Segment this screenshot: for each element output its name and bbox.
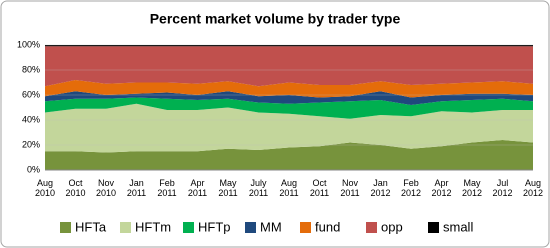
area [45,97,533,119]
x-tick-label: July 2011 [248,178,269,198]
legend-swatch [428,222,439,233]
area [45,80,533,98]
legend-swatch [183,222,194,233]
y-tick-label: 40% [22,114,40,124]
x-tick-label: Aug 2012 [522,178,544,198]
area [45,91,533,105]
y-tick-label: 100% [17,39,40,49]
chart-title: Percent market volume by trader type [150,11,401,27]
y-tick-label: 60% [22,89,40,99]
legend-label: HFTa [75,219,107,234]
x-tick-label: Aug 2010 [34,178,56,198]
x-tick-label: May 2011 [218,178,238,198]
x-tick-label: Feb 2011 [157,178,177,198]
area [45,45,533,47]
x-tick-label: Nov 2011 [340,178,360,198]
x-tick-label: Nov 2010 [95,178,117,198]
area [45,46,533,87]
x-tick-label: Jan 2011 [126,178,147,198]
y-tick-label: 0% [27,164,40,174]
y-tick-label: 80% [22,64,40,74]
legend-swatch [60,222,71,233]
y-tick-label: 20% [22,139,40,149]
legend-label: opp [381,219,403,234]
legend-label: HFTp [198,219,231,234]
legend-swatch [120,222,131,233]
area [45,140,533,170]
x-tick-label: Jul 2012 [492,178,513,198]
legend-swatch [366,222,377,233]
legend-label: small [443,219,473,234]
legend-swatch [245,222,256,233]
x-tick-label: Oct 2010 [65,178,86,198]
x-tick-label: Apr 2012 [431,178,452,198]
legend-label: MM [260,219,282,234]
legend-label: fund [315,219,340,234]
legend-swatch [300,222,311,233]
x-tick-label: Apr 2011 [187,178,208,198]
x-tick-label: Feb 2012 [400,178,422,198]
x-tick-label: Aug 2011 [279,178,299,198]
x-tick-label: May 2012 [461,178,483,198]
area [45,103,533,153]
x-tick-label: Oct 2011 [309,178,330,198]
legend-label: HFTm [135,219,171,234]
x-tick-label: Jan 2012 [370,178,391,198]
